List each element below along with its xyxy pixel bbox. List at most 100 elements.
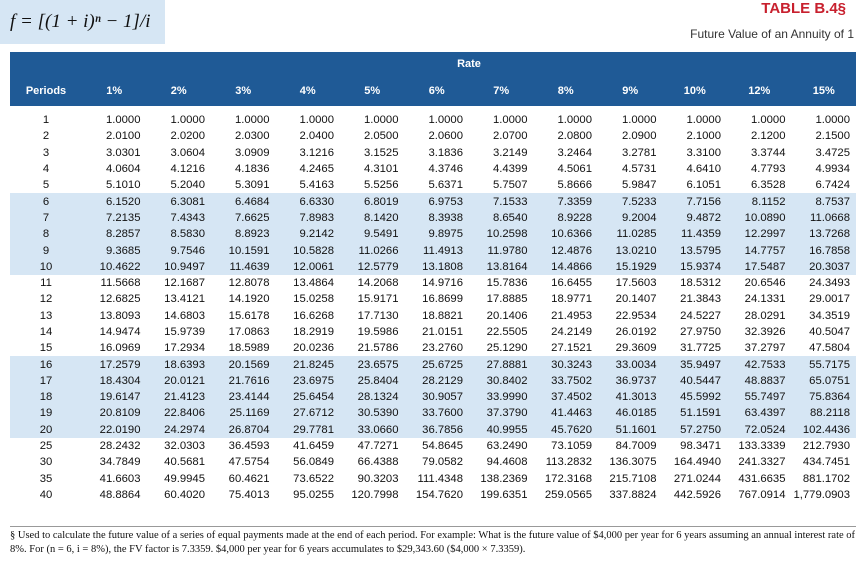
period-cell: 14 bbox=[39, 326, 53, 338]
factor-cell: 10.6366 bbox=[533, 226, 598, 243]
factor-cell: 1.0000 bbox=[750, 114, 786, 127]
factor-cell: 13.4121 bbox=[164, 293, 205, 306]
factor-cell: 60.4020 bbox=[164, 488, 205, 501]
factor-cell: 9.7546 bbox=[146, 242, 211, 259]
table-row: 4 4.0604 4.1216 4.1836 4.2465 4.3101 4.3746 4.4… bbox=[10, 161, 856, 177]
factor-cell: 48.8837 bbox=[727, 372, 792, 390]
table-head: Rate Periods 1% 2% 3% 4% 5% 6% 7% 8% 9% 10% 12% 15% bbox=[10, 52, 856, 106]
factor-cell: 17.2579 bbox=[82, 356, 147, 373]
factor-cell: 1.0000 bbox=[234, 114, 270, 127]
table-row: 2 2.0100 2.0200 2.0300 2.0400 2.0500 2.0600 2.0… bbox=[10, 128, 856, 144]
factor-cell: 15.1929 bbox=[598, 258, 663, 275]
factor-cell: 3.0604 bbox=[170, 146, 205, 159]
factor-cell: 11.0668 bbox=[791, 209, 856, 227]
factor-cell: 48.8864 bbox=[99, 488, 141, 501]
factor-cell: 4.4399 bbox=[492, 163, 528, 176]
period-cell: 13 bbox=[39, 309, 53, 322]
factor-cell: 8.6540 bbox=[469, 209, 534, 227]
factor-cell: 2.0800 bbox=[557, 130, 592, 143]
factor-cell: 12.6825 bbox=[99, 293, 141, 306]
factor-cell: 111.4348 bbox=[417, 472, 463, 485]
factor-cell: 17.2934 bbox=[164, 342, 205, 355]
factor-cell: 14.7757 bbox=[727, 242, 792, 259]
factor-cell: 20.0121 bbox=[146, 372, 211, 390]
table-row: 1 1.0000 1.0000 1.0000 1.0000 1.0000 1.0000 1.0… bbox=[10, 106, 856, 128]
factor-cell: 10.2598 bbox=[469, 226, 534, 243]
period-cell: 25 bbox=[39, 440, 53, 453]
factor-cell: 2.1200 bbox=[750, 130, 786, 143]
factor-cell: 4.5731 bbox=[621, 163, 657, 176]
factor-cell: 17.0863 bbox=[228, 326, 270, 338]
factor-cell: 431.6635 bbox=[738, 472, 786, 485]
factor-cell: 8.5830 bbox=[146, 226, 211, 243]
factor-cell: 1.0000 bbox=[299, 114, 334, 127]
factor-cell: 3.4725 bbox=[815, 146, 850, 159]
factor-cell: 17.8885 bbox=[486, 293, 528, 306]
table-row: 18 19.6147 21.4123 23.4144 25.6454 28.1324 30.… bbox=[10, 389, 856, 406]
period-cell: 12 bbox=[39, 293, 53, 306]
factor-cell: 164.4940 bbox=[673, 456, 721, 469]
factor-cell: 4.5061 bbox=[557, 163, 592, 176]
factor-cell: 4.1216 bbox=[170, 163, 205, 176]
factor-cell: 14.6803 bbox=[164, 309, 205, 322]
factor-cell: 14.2068 bbox=[357, 277, 399, 290]
factor-cell: 7.8983 bbox=[275, 209, 340, 227]
factor-cell: 23.6575 bbox=[340, 356, 405, 373]
table-row: 17 18.4304 20.0121 21.7616 23.6975 25.8404 28.… bbox=[10, 372, 856, 390]
factor-cell: 6.3081 bbox=[146, 193, 211, 210]
period-cell: 35 bbox=[39, 472, 53, 485]
factor-cell: 18.5312 bbox=[680, 277, 721, 290]
period-cell: 15 bbox=[39, 342, 53, 355]
header-row: Periods 1% 2% 3% 4% 5% 6% 7% 8% 9% 10% 12% 15% bbox=[10, 76, 856, 106]
factor-cell: 4.7793 bbox=[750, 163, 786, 176]
factor-cell: 3.3744 bbox=[750, 146, 786, 159]
factor-cell: 11.0285 bbox=[598, 226, 663, 243]
column-header: 10% bbox=[662, 76, 727, 106]
table-row: 15 16.0969 17.2934 18.5989 20.0236 21.5786 23.… bbox=[10, 340, 856, 356]
factor-cell: 20.1407 bbox=[615, 293, 657, 306]
factor-cell: 8.7537 bbox=[791, 193, 856, 210]
factor-cell: 75.8364 bbox=[791, 389, 856, 406]
factor-cell: 30.9057 bbox=[404, 389, 469, 406]
factor-cell: 7.1533 bbox=[469, 193, 534, 210]
factor-cell: 29.0017 bbox=[809, 293, 850, 306]
period-cell: 3 bbox=[42, 146, 50, 159]
factor-cell: 33.7502 bbox=[533, 372, 598, 390]
factor-cell: 133.3339 bbox=[738, 440, 786, 453]
column-header: Periods bbox=[10, 76, 82, 106]
factor-cell: 18.2919 bbox=[293, 326, 334, 338]
factor-cell: 1.0000 bbox=[363, 114, 399, 127]
factor-cell: 4.2465 bbox=[299, 163, 334, 176]
factor-cell: 337.8824 bbox=[609, 488, 657, 501]
factor-cell: 12.8078 bbox=[228, 277, 270, 290]
period-cell: 1 bbox=[42, 114, 50, 127]
column-header: 12% bbox=[727, 76, 792, 106]
factor-cell: 22.5505 bbox=[486, 326, 528, 338]
factor-cell: 84.7009 bbox=[615, 440, 657, 453]
factor-cell: 45.7620 bbox=[533, 421, 598, 438]
factor-cell: 8.1152 bbox=[727, 193, 792, 210]
factor-cell: 21.8245 bbox=[275, 356, 340, 373]
factor-cell: 47.7271 bbox=[357, 440, 399, 453]
factor-cell: 8.1420 bbox=[340, 209, 405, 227]
table-row: 20 22.0190 24.2974 26.8704 29.7781 33.0660 36.… bbox=[10, 421, 856, 438]
factor-cell: 9.4872 bbox=[662, 209, 727, 227]
factor-cell: 51.1591 bbox=[662, 405, 727, 422]
factor-cell: 57.2750 bbox=[662, 421, 727, 438]
factor-cell: 72.0524 bbox=[727, 421, 792, 438]
factor-cell: 1,779.0903 bbox=[793, 488, 850, 501]
rate-label: Rate bbox=[82, 52, 856, 76]
factor-cell: 14.1920 bbox=[228, 293, 270, 306]
factor-cell: 10.9497 bbox=[146, 258, 211, 275]
factor-cell: 40.5681 bbox=[164, 456, 205, 469]
table-row: 13 13.8093 14.6803 15.6178 16.6268 17.7130 18.… bbox=[10, 308, 856, 324]
factor-cell: 15.9739 bbox=[164, 326, 205, 338]
period-cell: 4 bbox=[42, 163, 50, 176]
factor-cell: 13.8093 bbox=[99, 309, 141, 322]
factor-cell: 212.7930 bbox=[802, 440, 850, 453]
factor-cell: 241.3327 bbox=[738, 456, 786, 469]
factor-cell: 5.8666 bbox=[557, 179, 592, 192]
factor-cell: 33.0034 bbox=[598, 356, 663, 373]
factor-cell: 21.4953 bbox=[551, 309, 592, 322]
factor-cell: 32.3926 bbox=[744, 326, 786, 338]
